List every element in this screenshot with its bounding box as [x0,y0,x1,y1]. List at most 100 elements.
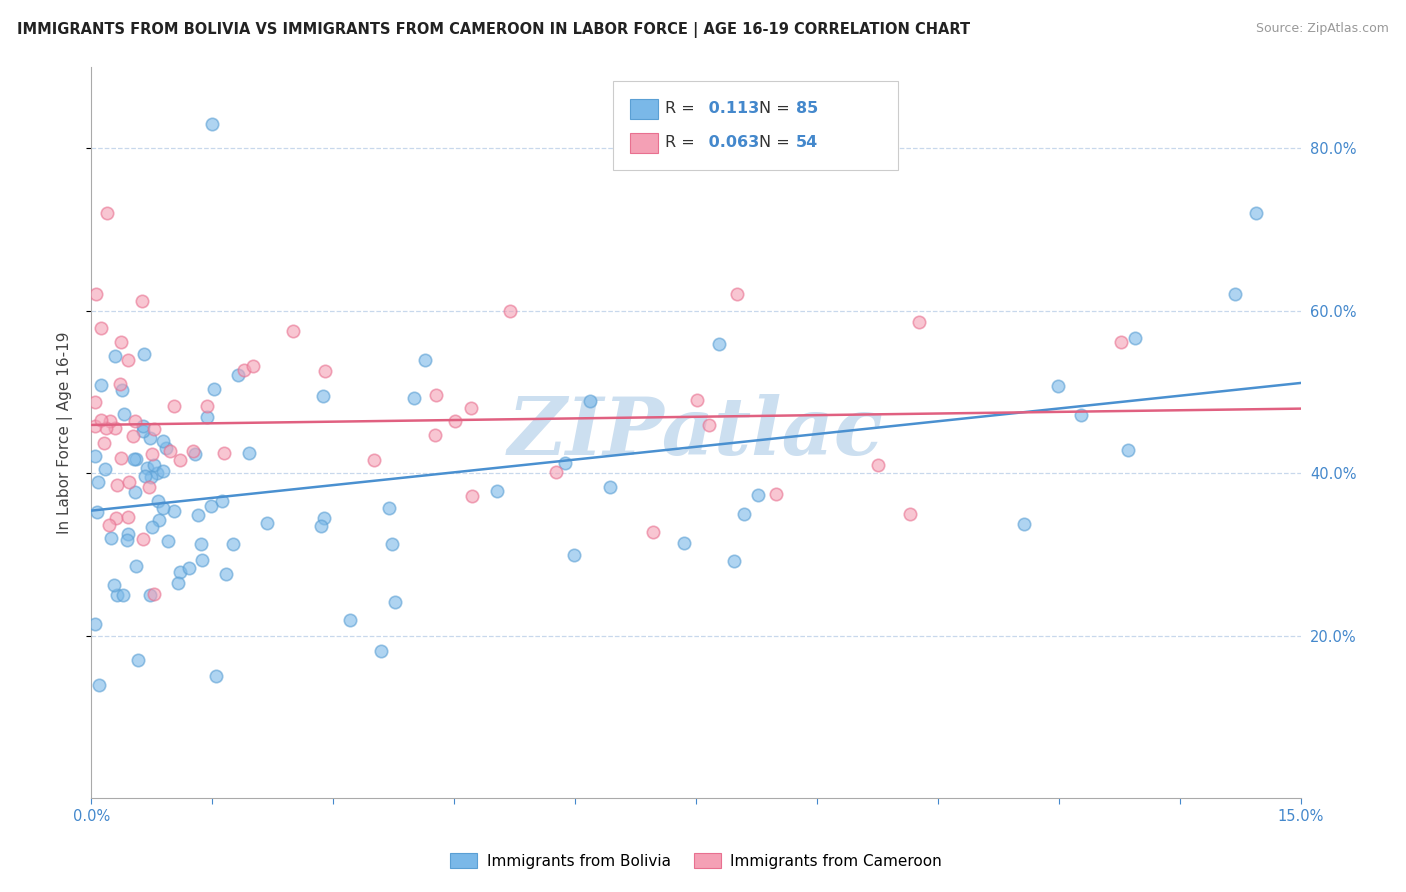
Point [707,337,730,351]
Text: 0.063: 0.063 [703,135,759,150]
Point [96,206,118,220]
Text: R =: R = [665,135,695,150]
Point [87,677,110,691]
Point [132,424,155,438]
Point [98,517,121,532]
Text: ZIPatlас: ZIPatlас [508,394,884,471]
Point [142,422,165,436]
Point [134,347,156,361]
Point [84,419,107,434]
Point [124,484,146,499]
Point [148,513,170,527]
Point [312,510,335,524]
Point [105,478,128,492]
Point [211,494,233,508]
Point [765,486,787,500]
Point [1225,287,1247,301]
Point [370,644,392,658]
Text: Source: ZipAtlas.com: Source: ZipAtlas.com [1256,22,1389,36]
Point [131,294,153,309]
Point [202,382,225,396]
Point [134,469,156,483]
Point [1244,206,1267,220]
Point [84,395,107,409]
Point [90,413,112,427]
Point [84,616,107,631]
Point [111,588,134,602]
Point [486,484,509,499]
Point [314,364,336,378]
Point [201,117,224,131]
Point [232,363,254,377]
Point [162,504,184,518]
Point [544,465,567,479]
Point [138,480,160,494]
Point [139,470,162,484]
Point [499,303,522,318]
Point [105,588,128,602]
Point [242,359,264,373]
Point [111,384,134,398]
Point [599,480,621,494]
Point [460,489,482,503]
Point [339,613,361,627]
Point [136,460,159,475]
Point [103,421,125,435]
Point [222,537,245,551]
Point [122,428,145,442]
Point [155,441,177,455]
Point [190,536,212,550]
Point [183,443,205,458]
Point [110,334,132,349]
Point [641,524,664,539]
Point [1047,378,1070,392]
Point [184,447,207,461]
Point [141,520,163,534]
Text: 54: 54 [796,135,818,150]
Point [115,533,138,547]
Point [100,531,122,545]
Point [167,575,190,590]
Point [117,526,139,541]
Point [195,399,218,413]
Point [579,393,602,408]
Point [907,315,929,329]
Point [733,507,755,521]
Point [460,401,482,416]
Point [124,414,146,428]
Point [212,446,235,460]
Point [378,500,401,515]
Point [1070,408,1092,422]
Point [103,578,125,592]
Point [90,321,112,335]
Text: N =: N = [759,135,790,150]
Point [159,443,181,458]
Point [554,456,576,470]
Text: 0.113: 0.113 [703,101,759,116]
Point [402,391,425,405]
Point [214,566,236,581]
Point [238,446,260,460]
Point [226,368,249,382]
Point [152,464,174,478]
Point [1116,443,1139,458]
Point [256,516,278,530]
Point [384,594,406,608]
Point [200,499,222,513]
Point [132,419,155,434]
Point [381,537,404,551]
Point [169,565,191,579]
Point [747,488,769,502]
Point [152,500,174,515]
Point [163,399,186,413]
Point [94,421,117,435]
Point [87,475,110,490]
Point [686,393,709,408]
Point [105,511,128,525]
Point [204,669,226,683]
Point [177,561,200,575]
Text: IMMIGRANTS FROM BOLIVIA VS IMMIGRANTS FROM CAMEROON IN LABOR FORCE | AGE 16-19 C: IMMIGRANTS FROM BOLIVIA VS IMMIGRANTS FR… [17,22,970,38]
Point [152,434,174,449]
Point [697,417,720,432]
Point [723,554,745,568]
